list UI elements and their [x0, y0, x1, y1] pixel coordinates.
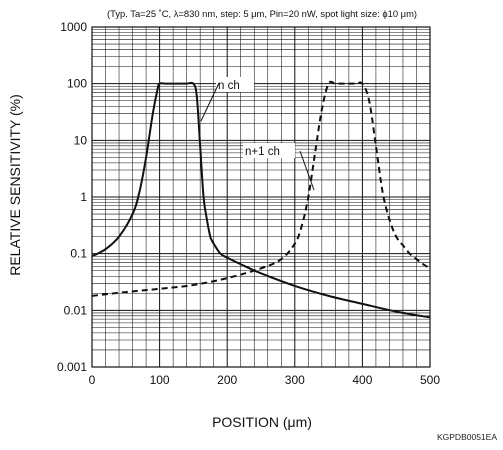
x-tick-label: 100: [150, 373, 170, 387]
measurement-conditions-note: (Typ. Ta=25 ˚C, λ=830 nm, step: 5 μm, Pi…: [106, 8, 418, 19]
x-tick-label: 0: [89, 373, 96, 387]
series-line-n-ch: [91, 81, 431, 319]
y-tick-label: 0.001: [57, 360, 87, 374]
series-labels: n ch n+1 ch: [200, 77, 315, 191]
x-tick-label: 200: [217, 373, 237, 387]
x-axis-label: POSITION (μm): [212, 414, 312, 430]
y-tick-label: 10: [74, 133, 88, 147]
series-label-background: [243, 143, 295, 158]
series-line-n-plus-1-ch: [91, 80, 431, 297]
y-tick-label: 0.1: [70, 247, 87, 261]
series-label-n-ch: n ch: [218, 80, 240, 92]
figure-code: KGPDB0051EA: [436, 432, 497, 442]
x-tick-label: 400: [352, 373, 372, 387]
grid-lines: [91, 27, 431, 368]
y-tick-label: 1: [80, 190, 87, 204]
series-label-background: [216, 77, 254, 92]
series-label-n-plus-1-ch: n+1 ch: [245, 146, 280, 158]
x-tick-label: 500: [420, 373, 440, 387]
plot-frame: [91, 26, 431, 368]
y-tick-label: 0.01: [64, 303, 88, 317]
y-tick-label: 100: [67, 77, 87, 91]
leader-line: [299, 150, 315, 191]
x-tick-label: 300: [285, 373, 305, 387]
tick-labels: 0 100 200 300 400 500 0.001 0.01 0.1 1 10 100 1000: [57, 20, 440, 387]
y-tick-label: 1000: [60, 20, 87, 34]
series-lines: [91, 80, 431, 319]
y-axis-label: RELATIVE SENSITIVITY (%): [7, 94, 23, 276]
leader-line: [200, 82, 220, 122]
